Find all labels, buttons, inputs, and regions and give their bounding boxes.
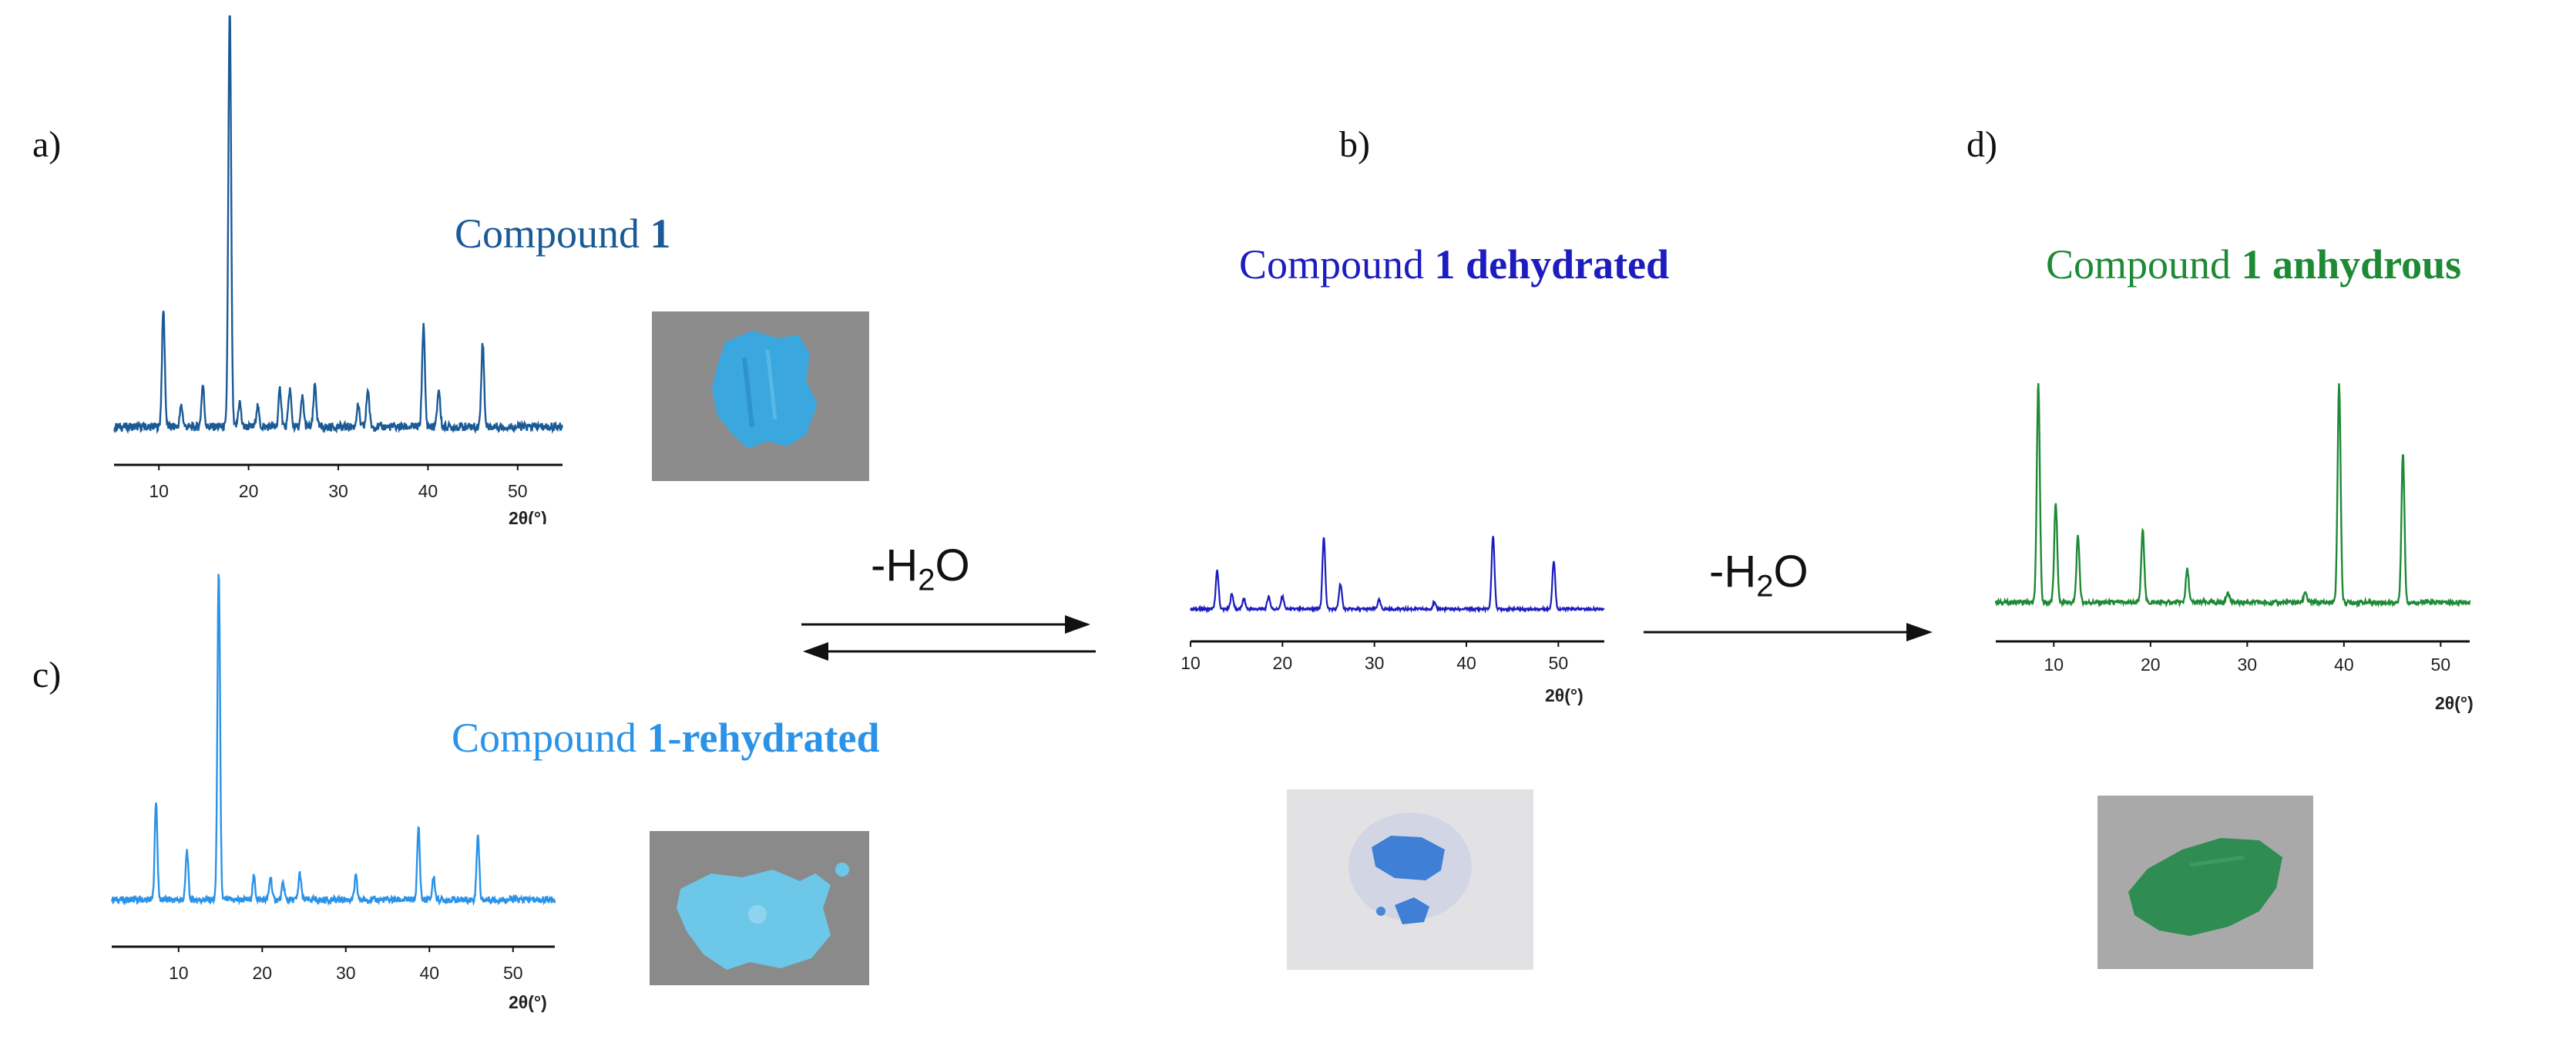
title-compound-1-anhydrous: Compound 1 anhydrous (2046, 241, 2462, 288)
forward-arrow (1644, 623, 1933, 641)
xrd-pattern-line (1994, 383, 2471, 608)
photo-compound-1-dehydrated (1287, 789, 1533, 970)
x-tick-label: 20 (2141, 655, 2161, 675)
xrd-pattern-line (113, 15, 564, 435)
x-tick-label: 50 (2431, 655, 2451, 675)
panel-c-letter: c) (32, 655, 62, 695)
x-tick-label: 10 (149, 481, 169, 501)
photo-compound-1-anhydrous (2097, 796, 2313, 969)
xrd-chart-compound-1-dehydrated: 10 20 30 40 50 2θ(°) (1181, 536, 1605, 705)
x-tick-label: 10 (169, 963, 189, 983)
title-compound-1-rehydrated: Compound 1-rehydrated (452, 715, 880, 761)
x-tick-label: 40 (418, 481, 438, 501)
panel-d-letter: d) (1966, 124, 1997, 165)
x-tick-label: 50 (503, 963, 523, 983)
x-axis-label: 2θ(°) (509, 508, 547, 524)
x-tick-label: 30 (2238, 655, 2258, 675)
panel-a-letter: a) (32, 124, 62, 165)
x-tick-label: 20 (239, 481, 259, 501)
reversible-arrow-label: -H2O (871, 540, 970, 597)
arrow-head-right-icon (1906, 623, 1933, 641)
reversible-arrows (801, 615, 1096, 661)
x-tick-label: 30 (336, 963, 356, 983)
title-compound-1-dehydrated: Compound 1 dehydrated (1239, 241, 1670, 288)
x-axis-label: 2θ(°) (509, 992, 547, 1012)
x-tick-label: 20 (1273, 653, 1293, 673)
x-tick-label: 40 (419, 963, 439, 983)
xrd-chart-compound-1-rehydrated: 10 20 30 40 50 2θ(°) (110, 574, 556, 1012)
xrd-pattern-line (1189, 536, 1605, 614)
x-tick-label: 20 (252, 963, 272, 983)
x-axis-label: 2θ(°) (1545, 685, 1584, 705)
xrd-pattern-line (110, 574, 556, 907)
photo-compound-1 (652, 311, 869, 481)
forward-arrow-label: -H2O (1709, 547, 1809, 604)
x-tick-label: 50 (1549, 653, 1569, 673)
x-tick-label: 10 (1181, 653, 1201, 673)
xrd-chart-compound-1-anhydrous: 10 20 30 40 50 2θ(°) (1994, 383, 2474, 713)
x-tick-label: 40 (1456, 653, 1476, 673)
x-tick-label: 10 (2044, 655, 2064, 675)
x-tick-label: 40 (2334, 655, 2354, 675)
title-compound-1: Compound 1 (455, 210, 671, 257)
panel-b-letter: b) (1339, 124, 1370, 165)
photo-compound-1-rehydrated (650, 831, 869, 985)
x-axis-label: 2θ(°) (2435, 693, 2474, 713)
xrd-chart-compound-1: 10 20 30 40 50 2θ(°) (113, 15, 564, 524)
arrow-head-right-icon (1065, 615, 1090, 634)
x-tick-label: 30 (1365, 653, 1385, 673)
x-tick-label: 50 (508, 481, 528, 501)
arrow-head-left-icon (803, 642, 828, 661)
x-tick-label: 30 (328, 481, 348, 501)
